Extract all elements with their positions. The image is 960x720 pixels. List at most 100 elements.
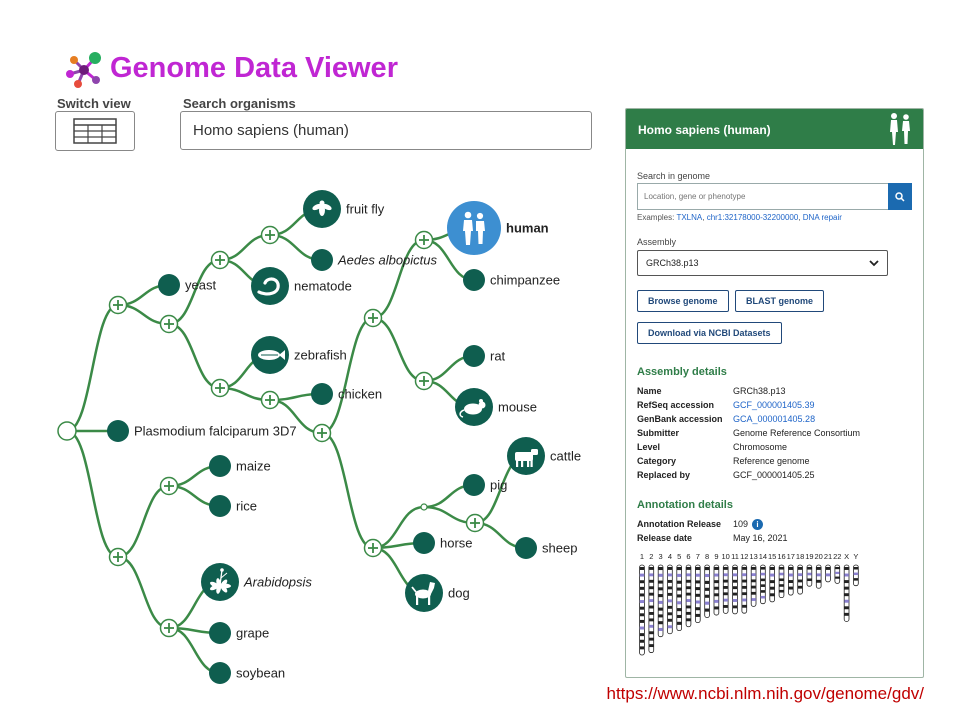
organism-node-zebrafish[interactable]: zebrafish [251, 336, 347, 374]
organism-label[interactable]: grape [236, 626, 269, 641]
chromosome-4[interactable] [667, 564, 673, 635]
chromosome-20[interactable] [815, 564, 822, 589]
genome-search-button[interactable] [888, 183, 912, 210]
organism-label[interactable]: Aedes albopictus [337, 253, 438, 268]
chromosome-14[interactable] [760, 564, 766, 605]
chromosome-label[interactable]: 19 [805, 552, 813, 561]
chromosome-label[interactable]: 7 [696, 552, 700, 561]
chromosome-label[interactable]: Y [853, 552, 858, 561]
organism-label[interactable]: dog [448, 586, 470, 601]
organism-node-chimpanzee[interactable]: chimpanzee [463, 269, 560, 291]
download-datasets-button[interactable]: Download via NCBI Datasets [637, 322, 782, 344]
organism-search-input[interactable]: Homo sapiens (human) [180, 111, 592, 150]
chromosome-label[interactable]: 4 [668, 552, 672, 561]
chromosome-label[interactable]: 14 [759, 552, 767, 561]
expand-icon[interactable] [260, 225, 280, 245]
chromosome-12[interactable] [741, 564, 748, 614]
chromosome-10[interactable] [722, 564, 729, 614]
organism-node-nematode[interactable]: nematode [251, 267, 352, 305]
chromosome-label[interactable]: 17 [787, 552, 795, 561]
organism-node-human[interactable]: human [447, 201, 549, 255]
organism-node-fruitfly[interactable]: fruit fly [303, 190, 385, 228]
assembly-detail-value[interactable]: GCF_000001405.39 [733, 400, 815, 410]
assembly-select[interactable]: GRCh38.p13 [637, 250, 888, 276]
chromosome-label[interactable]: 2 [649, 552, 653, 561]
expand-icon[interactable] [210, 378, 230, 398]
organism-node-plasmodium[interactable]: Plasmodium falciparum 3D7 [107, 420, 297, 442]
chromosome-label[interactable]: 21 [824, 552, 832, 561]
expand-icon[interactable] [108, 295, 128, 315]
genome-search-input[interactable] [637, 183, 888, 210]
organism-node-aedes[interactable]: Aedes albopictus [311, 249, 438, 271]
organism-node-soybean[interactable]: soybean [209, 662, 285, 684]
organism-label[interactable]: chicken [338, 387, 382, 402]
chromosome-label[interactable]: 12 [740, 552, 748, 561]
chromosome-label[interactable]: 13 [749, 552, 757, 561]
expand-icon[interactable] [414, 371, 434, 391]
chromosome-Y[interactable] [853, 564, 859, 587]
organism-label[interactable]: yeast [185, 278, 216, 293]
browse-genome-button[interactable]: Browse genome [637, 290, 729, 312]
chromosome-22[interactable] [834, 564, 841, 584]
organism-node-horse[interactable]: horse [413, 532, 473, 554]
organism-label[interactable]: rice [236, 499, 257, 514]
chromosome-3[interactable] [657, 564, 664, 638]
organism-node-maize[interactable]: maize [209, 455, 271, 477]
chromosome-label[interactable]: 3 [659, 552, 663, 561]
organism-label[interactable]: horse [440, 536, 473, 551]
expand-icon[interactable] [260, 390, 280, 410]
organism-node-cattle[interactable]: cattle [507, 437, 581, 475]
expand-icon[interactable] [312, 423, 332, 443]
organism-label[interactable]: Plasmodium falciparum 3D7 [134, 424, 297, 439]
organism-label[interactable]: sheep [542, 541, 577, 556]
organism-node-arabidopsis[interactable]: Arabidopsis [201, 563, 312, 601]
switch-view-button[interactable] [55, 111, 135, 151]
organism-label[interactable]: Arabidopsis [243, 575, 312, 590]
organism-node-yeast[interactable]: yeast [158, 274, 216, 296]
chromosome-9[interactable] [713, 564, 720, 616]
expand-icon[interactable] [159, 618, 179, 638]
example-link[interactable]: chr1:32178000-32200000 [706, 213, 799, 222]
organism-node-grape[interactable]: grape [209, 622, 269, 644]
chromosome-label[interactable]: 5 [677, 552, 681, 561]
expand-icon[interactable] [210, 250, 230, 270]
organism-label[interactable]: rat [490, 349, 506, 364]
chromosome-1[interactable] [639, 564, 645, 656]
chromosome-13[interactable] [750, 564, 757, 607]
chromosome-label[interactable]: 10 [722, 552, 730, 561]
organism-label[interactable]: fruit fly [346, 202, 385, 217]
example-link[interactable]: TXLNA [676, 213, 703, 222]
organism-label[interactable]: pig [490, 478, 507, 493]
chromosome-label[interactable]: 15 [768, 552, 776, 561]
organism-label[interactable]: maize [236, 459, 271, 474]
chromosome-11[interactable] [732, 564, 738, 615]
chromosome-5[interactable] [676, 564, 682, 632]
chromosome-label[interactable]: 1 [640, 552, 644, 561]
organism-label[interactable]: human [506, 221, 549, 236]
assembly-detail-value[interactable]: GCA_000001405.28 [733, 414, 816, 424]
chromosome-21[interactable] [825, 564, 831, 583]
organism-node-mouse[interactable]: mouse [455, 388, 537, 426]
chromosome-label[interactable]: X [844, 552, 849, 561]
chromosome-label[interactable]: 6 [686, 552, 690, 561]
expand-icon[interactable] [363, 308, 383, 328]
expand-icon[interactable] [465, 513, 485, 533]
chromosome-label[interactable]: 9 [714, 552, 718, 561]
chromosome-6[interactable] [685, 564, 692, 628]
organism-label[interactable]: soybean [236, 666, 285, 681]
chromosome-label[interactable]: 8 [705, 552, 709, 561]
chromosome-15[interactable] [769, 564, 776, 603]
expand-icon[interactable] [159, 476, 179, 496]
blast-genome-button[interactable]: BLAST genome [734, 290, 824, 312]
organism-node-rat[interactable]: rat [463, 345, 506, 367]
chromosome-8[interactable] [704, 564, 710, 618]
chromosome-label[interactable]: 20 [815, 552, 823, 561]
organism-label[interactable]: nematode [294, 279, 352, 294]
chromosome-7[interactable] [695, 564, 701, 624]
info-icon[interactable]: i [752, 519, 764, 531]
expand-icon[interactable] [414, 230, 434, 250]
expand-icon[interactable] [108, 547, 128, 567]
organism-node-pig[interactable]: pig [463, 474, 507, 496]
organism-label[interactable]: chimpanzee [490, 273, 560, 288]
chromosome-16[interactable] [778, 564, 785, 599]
